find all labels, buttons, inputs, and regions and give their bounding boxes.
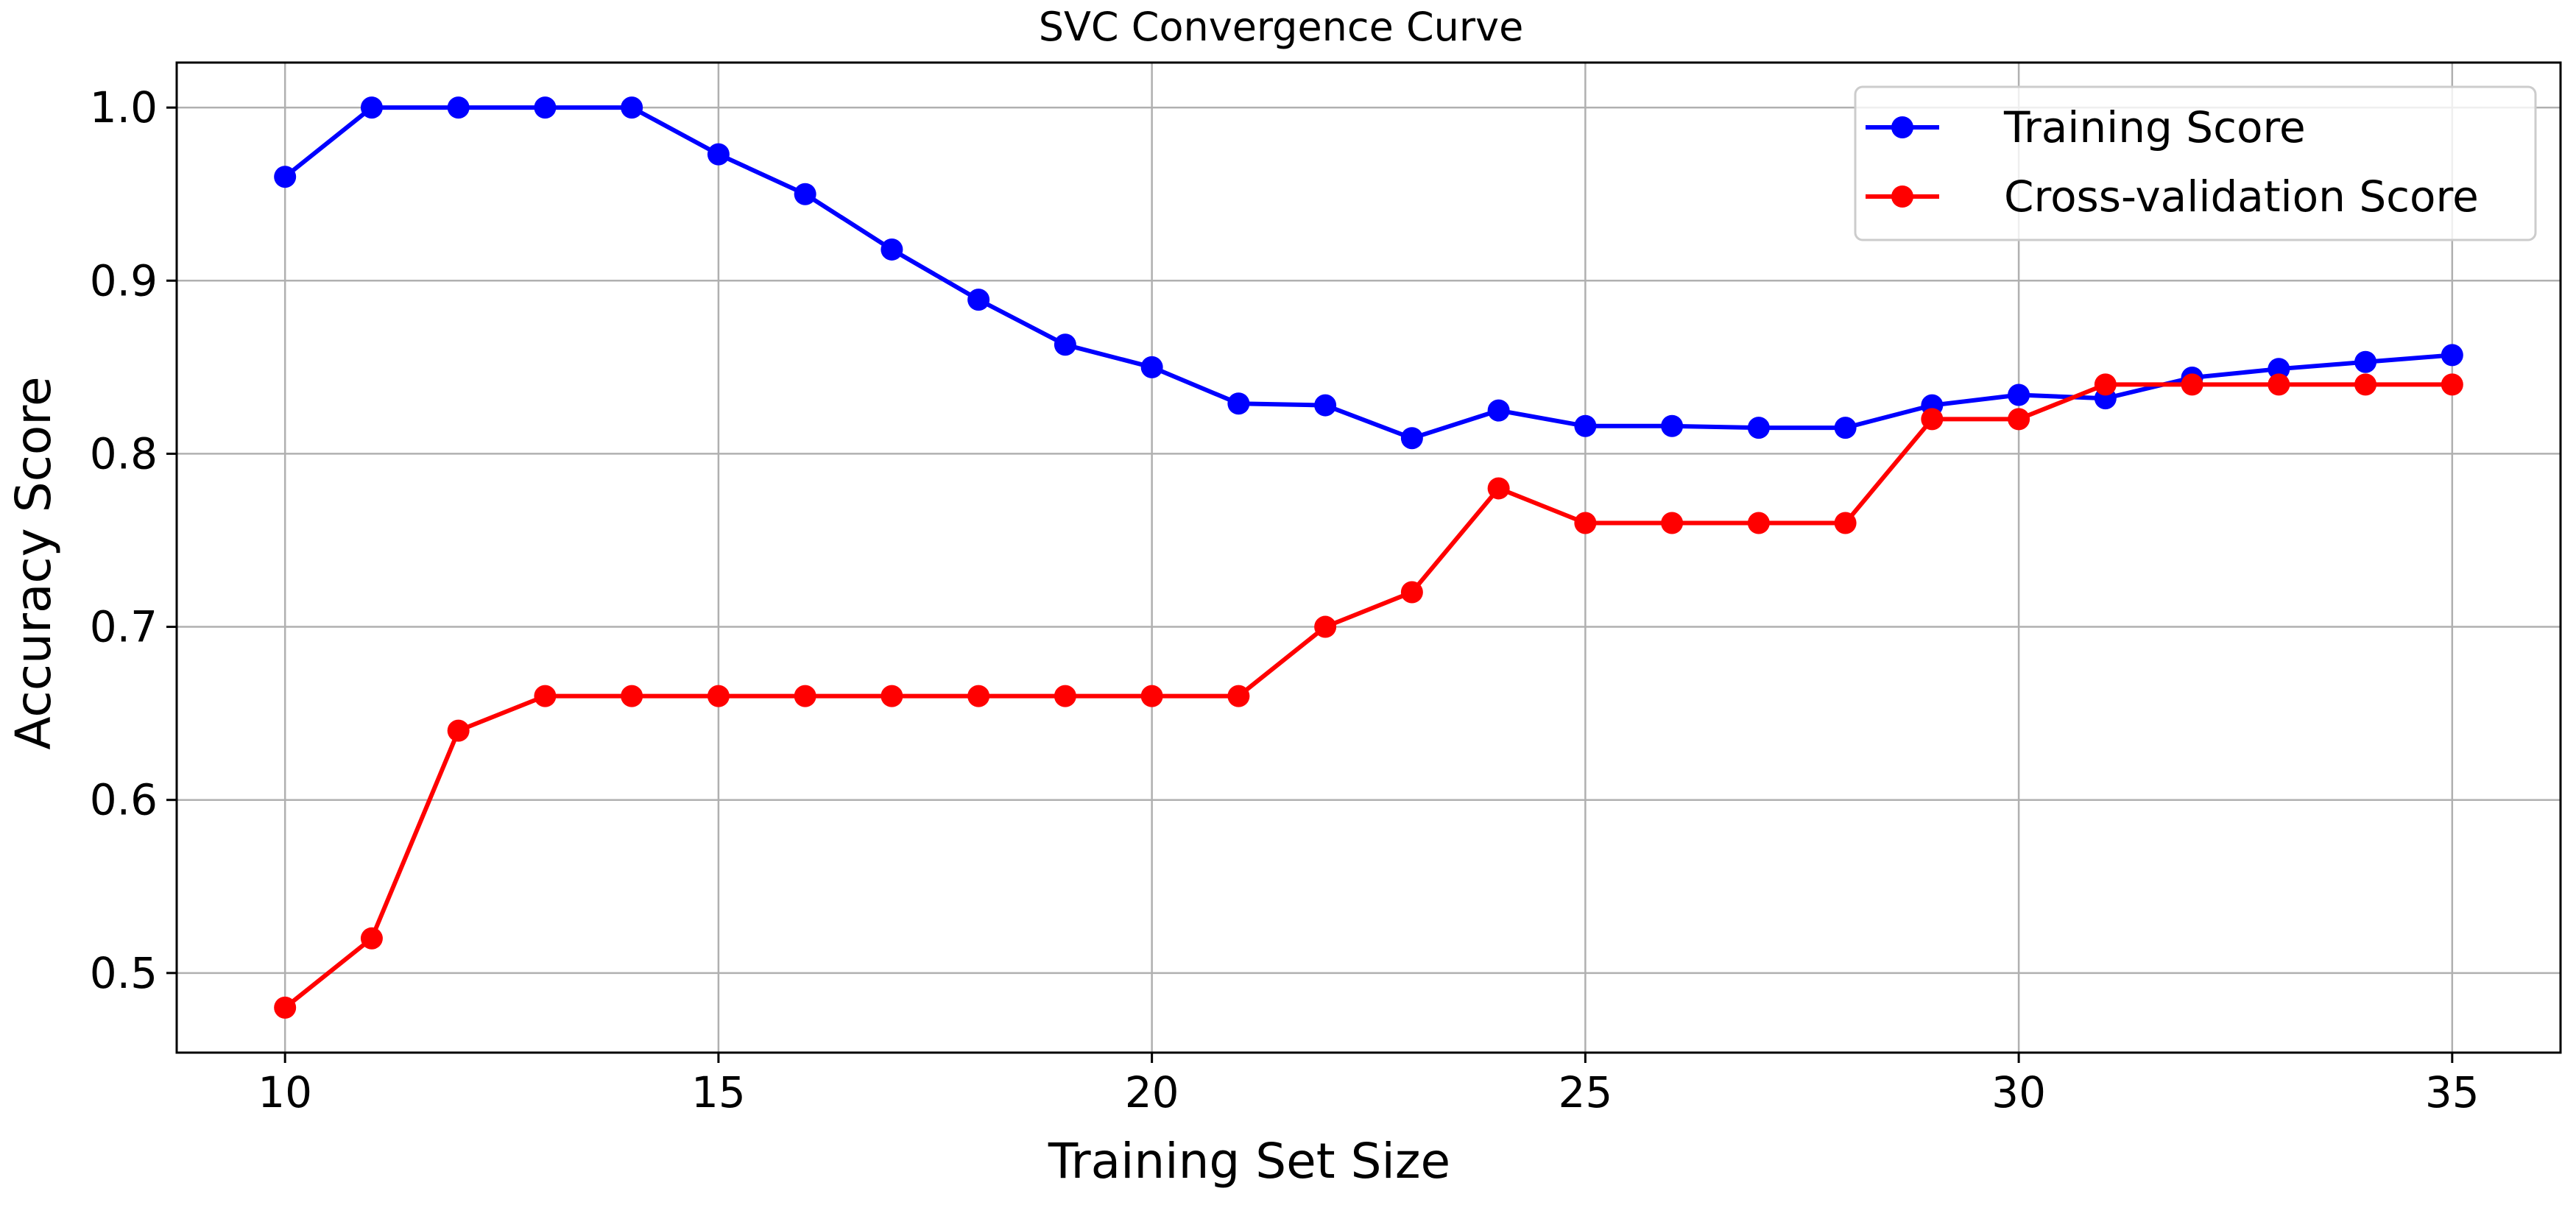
legend: Training Score Cross-validation Score: [1854, 85, 2537, 241]
x-tick-label: 20: [1125, 1067, 1179, 1117]
x-tick-label: 25: [1558, 1067, 1612, 1117]
data-point-training-score: [2441, 344, 2463, 367]
data-point-cross-validation-score: [534, 685, 557, 707]
data-point-training-score: [2008, 384, 2030, 406]
data-point-cross-validation-score: [1054, 685, 1076, 707]
data-point-cross-validation-score: [794, 685, 816, 707]
data-point-cross-validation-score: [1661, 512, 1684, 534]
data-point-training-score: [1747, 417, 1770, 439]
data-point-cross-validation-score: [1574, 512, 1597, 534]
data-point-cross-validation-score: [967, 685, 990, 707]
data-point-cross-validation-score: [707, 685, 730, 707]
data-point-cross-validation-score: [1227, 685, 1250, 707]
x-axis-ticks: 10 15 20 25 30 35: [258, 1053, 2480, 1117]
data-point-training-score: [274, 166, 297, 188]
data-point-training-score: [1487, 399, 1510, 422]
legend-entry-cross-validation: Cross-validation Score: [1866, 172, 2479, 222]
x-tick-label: 15: [691, 1067, 746, 1117]
legend-entry-training: Training Score: [1866, 102, 2306, 152]
series-training-score: [274, 96, 2463, 450]
legend-marker-training: [1891, 116, 1913, 138]
x-axis-label: Training Set Size: [1048, 1133, 1450, 1190]
data-point-training-score: [967, 289, 990, 311]
data-point-cross-validation-score: [2094, 373, 2117, 396]
data-point-cross-validation-score: [1834, 512, 1857, 534]
y-tick-label: 1.0: [90, 82, 158, 132]
legend-marker-cross-validation: [1891, 185, 1913, 208]
x-tick-label: 35: [2425, 1067, 2480, 1117]
data-point-cross-validation-score: [1747, 512, 1770, 534]
data-point-cross-validation-score: [1487, 477, 1510, 500]
y-tick-label: 0.9: [90, 255, 158, 305]
data-point-training-score: [1834, 417, 1857, 439]
series-cross-validation-score: [274, 373, 2463, 1019]
data-point-training-score: [794, 183, 816, 205]
legend-label-cross-validation: Cross-validation Score: [2004, 172, 2479, 222]
data-point-training-score: [1054, 333, 1076, 356]
data-point-cross-validation-score: [360, 927, 383, 950]
y-axis-label: Accuracy Score: [5, 376, 62, 749]
data-point-training-score: [1140, 356, 1163, 378]
data-point-training-score: [1661, 414, 1684, 437]
data-point-cross-validation-score: [2268, 373, 2290, 396]
data-point-cross-validation-score: [2008, 408, 2030, 431]
y-tick-label: 0.8: [90, 428, 158, 478]
data-point-cross-validation-score: [447, 719, 470, 742]
y-tick-label: 0.5: [90, 948, 158, 998]
data-point-training-score: [707, 143, 730, 166]
data-point-cross-validation-score: [2354, 373, 2377, 396]
data-point-cross-validation-score: [1314, 615, 1337, 638]
data-point-training-score: [621, 96, 643, 119]
data-point-training-score: [447, 96, 470, 119]
data-point-cross-validation-score: [1921, 408, 1944, 431]
data-point-training-score: [1227, 392, 1250, 415]
grid-lines: [177, 63, 2561, 1053]
data-point-training-score: [1314, 394, 1337, 417]
chart-title: SVC Convergence Curve: [1039, 4, 1524, 50]
data-point-training-score: [360, 96, 383, 119]
data-point-cross-validation-score: [621, 685, 643, 707]
series-layer: [274, 96, 2463, 1019]
data-point-cross-validation-score: [881, 685, 903, 707]
plot-area-frame: [175, 61, 2562, 1054]
y-tick-label: 0.6: [90, 775, 158, 825]
data-point-cross-validation-score: [1140, 685, 1163, 707]
data-point-cross-validation-score: [2181, 373, 2203, 396]
data-point-training-score: [2268, 358, 2290, 381]
data-point-training-score: [881, 238, 903, 261]
data-point-training-score: [534, 96, 557, 119]
legend-box: [1854, 85, 2537, 241]
x-tick-label: 10: [258, 1067, 312, 1117]
legend-label-training: Training Score: [2003, 102, 2306, 152]
y-axis-ticks: 0.5 0.6 0.7 0.8 0.9 1.0: [90, 82, 177, 998]
data-point-cross-validation-score: [2441, 373, 2463, 396]
data-point-cross-validation-score: [274, 996, 297, 1019]
data-point-training-score: [1574, 414, 1597, 437]
y-tick-label: 0.7: [90, 602, 158, 652]
data-point-training-score: [1400, 427, 1423, 450]
data-point-training-score: [2354, 350, 2377, 373]
data-point-cross-validation-score: [1400, 581, 1423, 604]
series-line-training-score: [283, 105, 2455, 441]
x-tick-label: 30: [1991, 1067, 2046, 1117]
series-line-cross-validation-score: [283, 382, 2455, 1010]
